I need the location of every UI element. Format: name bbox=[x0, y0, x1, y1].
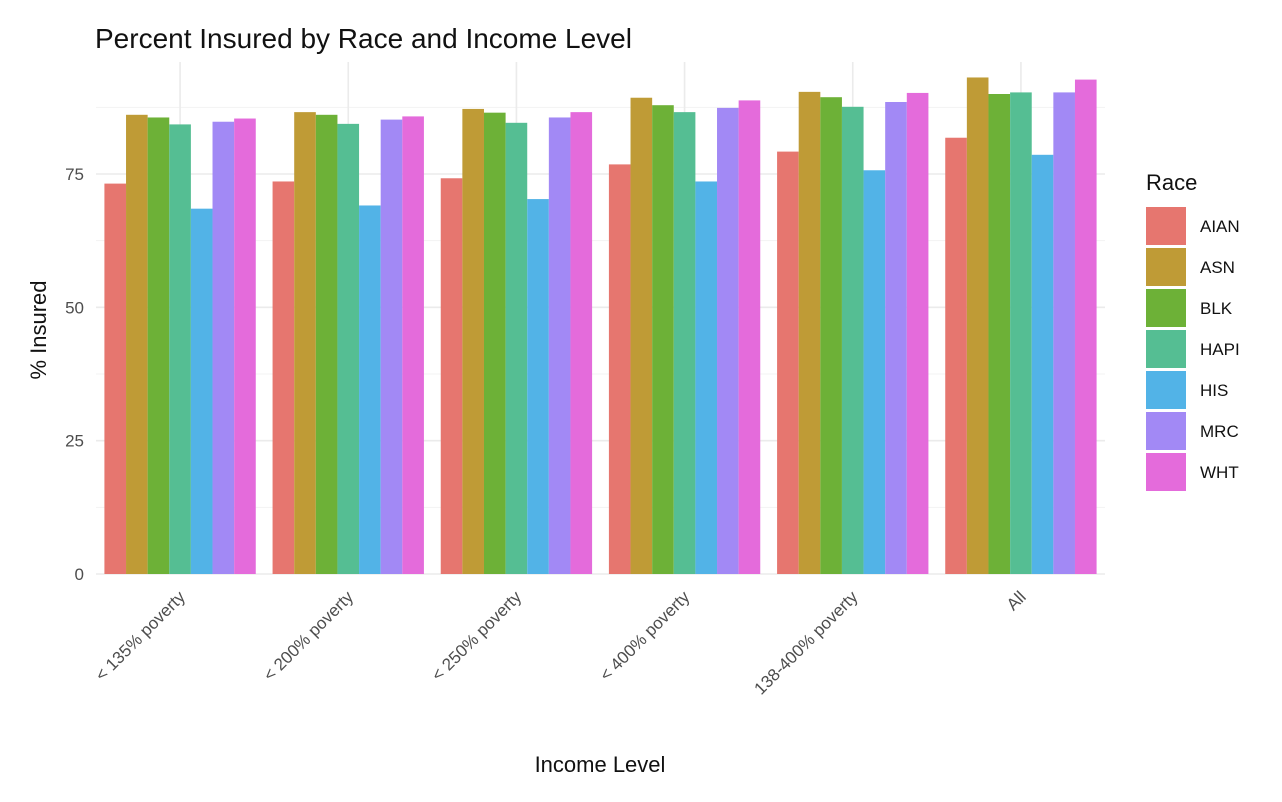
bar-aian bbox=[440, 178, 463, 574]
y-tick-label: 25 bbox=[65, 432, 84, 451]
legend-key-hapi bbox=[1146, 330, 1186, 368]
bar-mrc bbox=[885, 102, 907, 574]
bar-blk bbox=[988, 94, 1011, 574]
legend-label: HIS bbox=[1200, 381, 1228, 400]
bar-blk bbox=[315, 114, 338, 575]
x-tick-label: < 250% poverty bbox=[428, 587, 526, 685]
bar-mrc bbox=[212, 121, 235, 574]
legend-title: Race bbox=[1146, 170, 1197, 195]
bar-wht bbox=[1074, 79, 1097, 574]
bar-asn bbox=[630, 97, 653, 574]
bar-asn bbox=[126, 114, 148, 575]
y-tick-label: 0 bbox=[75, 565, 84, 584]
bar-wht bbox=[906, 92, 929, 575]
legend-key-wht bbox=[1146, 453, 1186, 491]
x-tick-label: 138-400% poverty bbox=[751, 587, 862, 698]
legend-key-asn bbox=[1146, 248, 1186, 286]
x-tick-label: All bbox=[1003, 587, 1030, 614]
legend-key-blk bbox=[1146, 289, 1186, 327]
y-axis-ticks: 0 25 50 75 bbox=[65, 165, 84, 584]
legend-label: ASN bbox=[1200, 258, 1235, 277]
bar-wht bbox=[402, 116, 424, 575]
bar-mrc bbox=[1053, 92, 1075, 575]
bar-blk bbox=[483, 112, 506, 575]
bar-his bbox=[1031, 154, 1054, 575]
bar-asn bbox=[798, 91, 821, 575]
bar-asn bbox=[294, 112, 316, 574]
bar-wht bbox=[234, 118, 256, 574]
legend-label: MRC bbox=[1200, 422, 1239, 441]
bar-aian bbox=[945, 137, 967, 575]
bar-blk bbox=[820, 97, 842, 574]
legend-label: WHT bbox=[1200, 463, 1239, 482]
bar-mrc bbox=[548, 117, 571, 574]
bar-asn bbox=[462, 108, 484, 575]
bar-his bbox=[359, 205, 381, 574]
legend-label: AIAN bbox=[1200, 217, 1240, 236]
bar-aian bbox=[104, 183, 127, 574]
bar-hapi bbox=[169, 124, 191, 575]
legend-label: BLK bbox=[1200, 299, 1233, 318]
bars bbox=[104, 77, 1097, 575]
x-axis-ticks: < 135% poverty < 200% poverty < 250% pover… bbox=[92, 587, 1030, 698]
x-tick-label: < 135% poverty bbox=[92, 587, 190, 685]
bar-wht bbox=[570, 112, 593, 574]
bar-aian bbox=[272, 181, 295, 574]
bar-hapi bbox=[841, 106, 864, 575]
y-tick-label: 75 bbox=[65, 165, 84, 184]
x-axis-title: Income Level bbox=[535, 752, 666, 777]
bar-hapi bbox=[337, 123, 360, 575]
legend-key-mrc bbox=[1146, 412, 1186, 450]
bar-aian bbox=[608, 164, 631, 574]
bar-mrc bbox=[380, 119, 403, 574]
bar-his bbox=[190, 208, 213, 575]
bar-his bbox=[527, 199, 549, 574]
bar-hapi bbox=[505, 122, 528, 575]
y-axis-title: % Insured bbox=[26, 280, 51, 379]
chart-title: Percent Insured by Race and Income Level bbox=[95, 23, 632, 54]
legend: Race AIAN ASN BLK HAPI HIS MRC WHT bbox=[1146, 170, 1240, 491]
bar-hapi bbox=[1010, 92, 1032, 575]
x-tick-label: < 200% poverty bbox=[260, 587, 358, 685]
legend-key-his bbox=[1146, 371, 1186, 409]
bar-his bbox=[695, 181, 718, 574]
bar-blk bbox=[652, 105, 674, 574]
bar-hapi bbox=[673, 112, 696, 574]
legend-label: HAPI bbox=[1200, 340, 1240, 359]
bar-his bbox=[863, 170, 886, 574]
bar-blk bbox=[147, 117, 170, 574]
y-tick-label: 50 bbox=[65, 298, 84, 317]
bar-wht bbox=[738, 100, 761, 575]
legend-key-aian bbox=[1146, 207, 1186, 245]
bar-aian bbox=[777, 151, 799, 574]
x-tick-label: < 400% poverty bbox=[596, 587, 694, 685]
bar-mrc bbox=[717, 107, 739, 575]
bar-asn bbox=[966, 77, 989, 574]
